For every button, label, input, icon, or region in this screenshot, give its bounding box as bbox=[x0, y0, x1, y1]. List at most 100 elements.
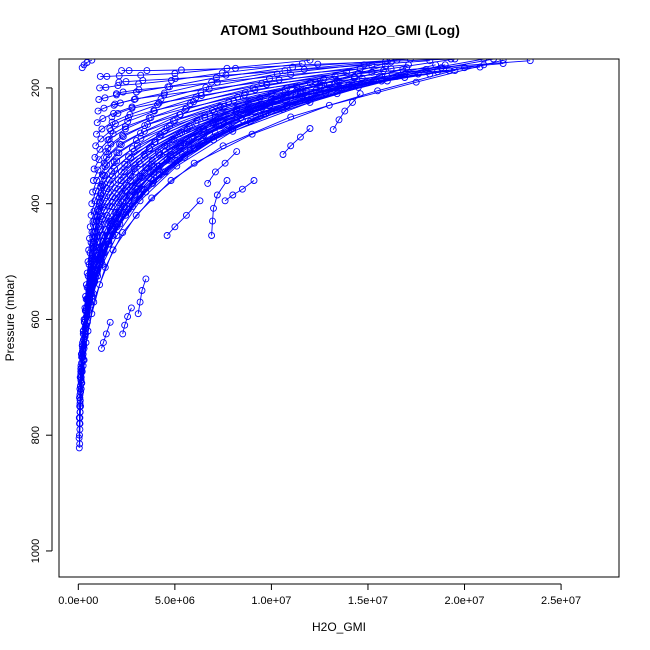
data-point bbox=[171, 223, 179, 231]
data-point bbox=[101, 171, 109, 179]
data-point bbox=[190, 98, 198, 106]
data-point bbox=[96, 281, 104, 289]
profile-line bbox=[99, 63, 303, 89]
data-point bbox=[115, 214, 123, 222]
data-point bbox=[155, 99, 163, 107]
data-point bbox=[141, 169, 149, 177]
data-point bbox=[211, 129, 219, 137]
data-point bbox=[115, 149, 123, 157]
data-point bbox=[81, 304, 89, 312]
data-point bbox=[103, 72, 111, 80]
data-point bbox=[341, 107, 349, 115]
profile-line bbox=[111, 60, 531, 118]
data-point bbox=[125, 114, 132, 121]
profile-line bbox=[92, 78, 324, 181]
data-point bbox=[192, 119, 200, 127]
data-point bbox=[92, 142, 100, 150]
data-point bbox=[96, 72, 104, 80]
x-tick-label: 1.5e+07 bbox=[348, 595, 388, 607]
profile-line bbox=[332, 93, 361, 130]
data-point bbox=[177, 66, 185, 74]
data-point bbox=[204, 179, 212, 187]
x-tick-label: 2.5e+07 bbox=[541, 595, 581, 607]
data-point bbox=[211, 168, 219, 176]
data-point bbox=[91, 229, 99, 237]
profile-line bbox=[79, 67, 465, 430]
data-point bbox=[114, 82, 122, 90]
profile-line bbox=[122, 307, 132, 335]
data-point bbox=[329, 126, 337, 134]
data-point bbox=[89, 218, 97, 226]
data-point bbox=[154, 101, 161, 109]
data-point bbox=[335, 116, 343, 124]
data-point bbox=[306, 125, 314, 132]
x-axis: 0.0e+00 5.0e+06 1.0e+07 1.5e+07 2.0e+07 2.5e+… bbox=[58, 583, 581, 607]
data-point bbox=[121, 123, 129, 131]
data-point bbox=[86, 234, 93, 242]
data-point bbox=[350, 72, 358, 80]
data-point bbox=[141, 122, 149, 130]
data-point bbox=[109, 172, 116, 180]
profile-67 bbox=[118, 59, 455, 75]
data-point bbox=[136, 298, 144, 306]
profile-69 bbox=[208, 177, 231, 239]
data-point bbox=[163, 232, 171, 239]
data-point bbox=[368, 68, 376, 76]
data-point bbox=[114, 109, 122, 117]
profile-73 bbox=[221, 177, 258, 205]
data-point bbox=[137, 71, 145, 79]
data-point bbox=[75, 434, 83, 442]
data-point bbox=[119, 88, 127, 96]
profile-line bbox=[116, 64, 409, 95]
data-point bbox=[101, 94, 109, 102]
data-point bbox=[499, 60, 507, 68]
profile-71 bbox=[163, 197, 204, 239]
data-point bbox=[79, 327, 87, 335]
profile-line bbox=[101, 77, 405, 175]
profile-line bbox=[121, 59, 452, 72]
data-point bbox=[99, 339, 107, 347]
data-point bbox=[182, 211, 190, 219]
data-point bbox=[95, 194, 103, 202]
profile-49 bbox=[98, 74, 409, 179]
data-point bbox=[150, 107, 158, 114]
data-point bbox=[212, 74, 220, 81]
data-point bbox=[314, 60, 322, 68]
data-point bbox=[108, 113, 116, 121]
data-point bbox=[99, 115, 107, 123]
data-point bbox=[122, 181, 130, 189]
data-point bbox=[142, 164, 150, 172]
data-point bbox=[490, 59, 497, 63]
data-point bbox=[93, 130, 100, 138]
data-point bbox=[114, 176, 122, 184]
data-point bbox=[209, 217, 216, 225]
profile-line bbox=[107, 66, 481, 141]
data-point bbox=[160, 91, 168, 99]
data-point bbox=[76, 397, 84, 404]
data-point bbox=[318, 82, 326, 90]
data-point bbox=[127, 304, 135, 312]
chart-title: ATOM1 Southbound H2O_GMI (Log) bbox=[220, 22, 460, 38]
profile-59 bbox=[108, 59, 534, 121]
profile-72 bbox=[329, 90, 364, 134]
data-point bbox=[118, 67, 126, 75]
data-point bbox=[104, 136, 112, 144]
profile-line bbox=[103, 73, 430, 164]
data-point bbox=[94, 206, 102, 213]
data-point bbox=[157, 131, 165, 139]
profile-line bbox=[97, 59, 397, 112]
data-point bbox=[82, 281, 90, 289]
data-point bbox=[80, 315, 88, 323]
profile-75 bbox=[134, 275, 150, 318]
profile-line bbox=[113, 68, 392, 106]
data-point bbox=[166, 83, 173, 91]
profile-line bbox=[90, 67, 442, 268]
profile-line bbox=[282, 128, 311, 155]
profile-57 bbox=[106, 60, 507, 132]
data-point bbox=[77, 388, 85, 396]
profile-line bbox=[211, 180, 228, 236]
data-point bbox=[176, 111, 184, 119]
data-point bbox=[222, 71, 230, 79]
data-point bbox=[110, 101, 118, 109]
profile-47 bbox=[97, 77, 385, 190]
